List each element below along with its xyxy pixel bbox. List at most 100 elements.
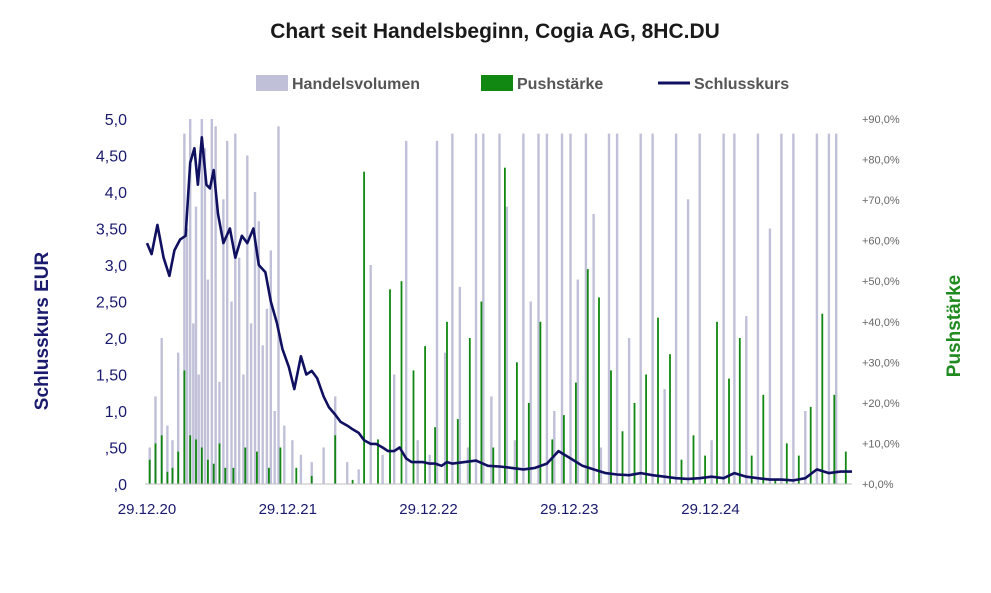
volume-bar (185, 228, 189, 484)
push-bar (821, 313, 824, 484)
volume-bar (451, 133, 454, 484)
y2-tick-label: +90,0% (862, 114, 900, 126)
legend-label-volume: Handelsvolumen (292, 76, 420, 93)
y2-tick-label: +10,0% (862, 438, 900, 450)
volume-bar (299, 454, 303, 484)
push-bar (166, 471, 169, 484)
push-bar (645, 374, 647, 484)
push-bar (160, 435, 163, 484)
close-line (145, 136, 852, 482)
push-bar (716, 321, 718, 484)
y-tick-label: 4,50 (96, 149, 127, 166)
volume-bar (827, 133, 831, 484)
push-bar (669, 354, 671, 484)
volume-bar (183, 133, 186, 484)
volume-bar (194, 206, 198, 484)
y2-tick-label: +80,0% (862, 155, 900, 167)
push-bar (154, 443, 157, 484)
push-bar (377, 439, 379, 484)
volume-bar (458, 286, 461, 484)
volume-bars (148, 119, 838, 485)
volume-bar (230, 301, 233, 484)
push-bar (728, 378, 730, 484)
volume-bar (283, 425, 286, 484)
volume-bar (210, 119, 213, 484)
volume-bar (584, 133, 588, 484)
volume-bar (381, 454, 384, 484)
push-bar (310, 475, 313, 484)
push-bar (279, 447, 282, 484)
push-bar (363, 171, 365, 484)
y-tick-label: ,0 (114, 477, 127, 494)
volume-bar (537, 133, 540, 484)
y2-tick-label: +70,0% (862, 195, 900, 207)
volume-bar (257, 221, 260, 484)
push-bar (516, 362, 518, 484)
volume-bar (222, 199, 225, 485)
push-bar (212, 463, 215, 484)
push-bar (480, 301, 483, 484)
volume-bar (698, 133, 701, 484)
x-tick-label: 29.12.22 (399, 501, 457, 518)
volume-bar (291, 440, 294, 484)
volume-bar (242, 374, 245, 484)
volume-bar (482, 133, 485, 484)
volume-bar (435, 140, 439, 484)
volume-bar (214, 126, 217, 485)
volume-bar (226, 140, 229, 484)
push-bar (680, 459, 683, 484)
volume-bar (780, 133, 783, 484)
push-bar (434, 427, 436, 484)
volume-bar (369, 265, 372, 484)
push-bar (268, 467, 270, 484)
volume-bar (253, 192, 257, 484)
push-bar (446, 321, 448, 484)
volume-bar (310, 462, 313, 484)
volume-bar (261, 345, 264, 484)
y-axis-ticks: ,0 ,50 1,0 1,50 2,0 2,50 3,0 3,50 4,0 4,50 5,0 (96, 112, 127, 494)
legend-label-push: Pushstärke (517, 76, 603, 93)
volume-bar (428, 454, 431, 484)
push-bar (244, 447, 247, 484)
legend-swatch-volume (256, 75, 288, 91)
volume-bar (498, 133, 501, 484)
volume-bar (686, 199, 690, 485)
push-bar (295, 467, 298, 484)
volume-bar (357, 469, 360, 484)
volume-bar (490, 396, 493, 484)
y-tick-label: 3,0 (105, 258, 127, 275)
push-bar (563, 415, 565, 484)
push-bar (504, 167, 506, 484)
push-bar (171, 467, 174, 484)
volume-bar (560, 133, 564, 484)
push-bar (232, 467, 235, 484)
x-axis-ticks: 29.12.20 29.12.21 29.12.22 29.12.23 29.12.24 (118, 501, 740, 518)
volume-bar (269, 250, 272, 484)
push-bar (738, 338, 741, 484)
y2-tick-label: +60,0% (862, 236, 900, 248)
volume-bar (529, 301, 532, 484)
volume-bar (663, 389, 666, 484)
volume-bar (238, 257, 241, 484)
volume-bar (346, 462, 349, 484)
chart-title: Chart seit Handelsbeginn, Cogia AG, 8HC.… (270, 20, 720, 43)
legend: Handelsvolumen Pushstärke Schlusskurs (256, 75, 789, 93)
push-bar (539, 321, 542, 484)
volume-bar (171, 440, 174, 484)
y-tick-label: 1,0 (105, 404, 127, 421)
push-bar (610, 370, 612, 484)
push-bar (189, 435, 192, 484)
push-bar (400, 281, 403, 484)
push-bar (633, 402, 636, 484)
push-bar (844, 451, 847, 484)
volume-bar (246, 155, 249, 484)
volume-bar (218, 381, 221, 484)
volume-bar (710, 440, 713, 484)
volume-bar (733, 133, 736, 484)
volume-bar (745, 316, 748, 484)
volume-bar (322, 447, 325, 484)
push-bar (797, 455, 800, 484)
volume-bar (200, 119, 203, 484)
